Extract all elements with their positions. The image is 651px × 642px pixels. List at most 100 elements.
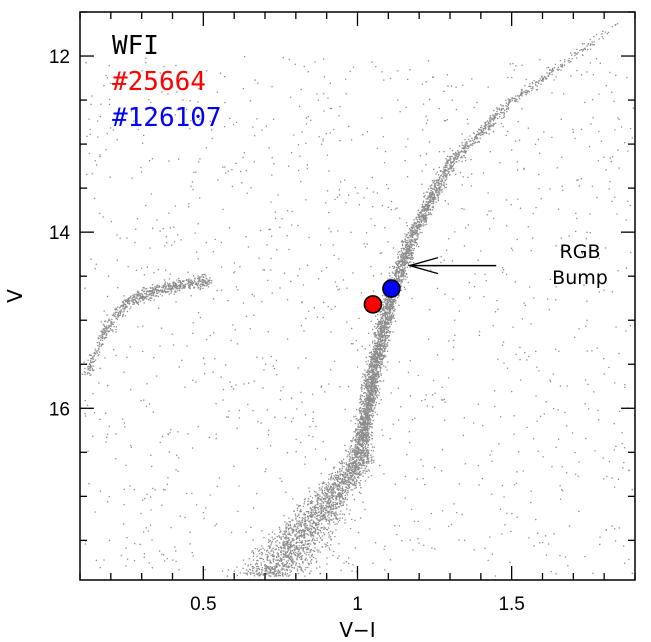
star-point (283, 559, 285, 561)
star-point (500, 104, 502, 106)
star-point (307, 510, 309, 513)
star-point (464, 150, 466, 152)
star-point (287, 546, 289, 548)
star-point (326, 518, 328, 520)
star-point (382, 357, 384, 359)
star-point (367, 446, 369, 448)
star-point (313, 542, 315, 544)
star-point (354, 466, 356, 469)
star-point (269, 570, 271, 572)
star-point (368, 401, 370, 403)
star-point (424, 213, 426, 215)
star-point (358, 428, 360, 431)
star-point (501, 105, 503, 107)
star-point (405, 252, 407, 254)
star-point (298, 550, 300, 552)
star-point (369, 436, 371, 439)
star-point (564, 61, 566, 63)
star-point (522, 92, 524, 94)
star-point (356, 467, 358, 469)
star-point (366, 363, 368, 365)
star-point (360, 439, 362, 441)
star-point (280, 546, 282, 548)
star-point (401, 253, 403, 255)
star-point (453, 158, 455, 161)
star-point (340, 481, 342, 483)
star-point (307, 504, 309, 506)
star-point (360, 397, 362, 399)
star-point (375, 360, 377, 362)
star-point (303, 535, 305, 537)
star-point (336, 497, 338, 499)
star-point (358, 477, 360, 479)
star-point (352, 462, 354, 465)
star-point (396, 278, 399, 280)
star-point (297, 565, 299, 568)
star-point (407, 252, 409, 254)
star-point (328, 536, 330, 538)
star-point (492, 118, 494, 120)
star-point (376, 347, 378, 350)
star-point (254, 548, 256, 550)
star-point (400, 289, 403, 291)
star-point (284, 569, 286, 571)
star-point (403, 260, 405, 262)
star-point (371, 407, 373, 409)
star-point (368, 452, 370, 454)
star-point (564, 59, 566, 61)
star-point (309, 502, 311, 504)
star-point (292, 544, 295, 546)
star-point (270, 550, 272, 552)
star-point (345, 482, 347, 485)
star-point (376, 323, 378, 325)
star-point (424, 221, 426, 223)
star-point (406, 261, 408, 263)
star-point (368, 402, 370, 404)
star-point (291, 549, 293, 552)
star-point (314, 507, 316, 509)
star-point (278, 563, 280, 565)
star-point (546, 77, 548, 80)
star-point (295, 545, 298, 547)
star-point (270, 562, 272, 564)
star-point (310, 554, 313, 556)
star-point (331, 519, 333, 521)
star-point (401, 261, 404, 263)
star-point (444, 172, 446, 175)
star-point (437, 194, 440, 196)
star-point (454, 158, 456, 160)
star-point (366, 436, 368, 438)
star-point (443, 168, 445, 170)
star-point (432, 188, 434, 190)
star-point (429, 212, 432, 214)
star-point (316, 515, 319, 517)
star-point (358, 444, 360, 446)
star-point (388, 336, 390, 338)
star-point (356, 452, 358, 454)
star-point (275, 544, 277, 546)
star-point (327, 510, 329, 513)
star-point (410, 239, 412, 241)
star-point (379, 380, 381, 382)
star-point (462, 148, 465, 150)
star-point (451, 161, 453, 163)
star-point (342, 475, 344, 477)
star-point (404, 276, 406, 278)
star-point (367, 410, 369, 412)
star-point (300, 569, 302, 571)
star-point (364, 414, 367, 416)
star-point (518, 95, 520, 97)
star-point (452, 165, 454, 167)
star-point (396, 279, 398, 281)
star-point (277, 574, 280, 577)
star-point (380, 380, 382, 382)
star-point (368, 392, 370, 395)
star-point (324, 487, 326, 489)
star-point (428, 205, 430, 207)
star-point (312, 506, 314, 508)
star-point (402, 256, 405, 258)
star-point (333, 495, 335, 497)
star-point (542, 77, 545, 79)
star-point (363, 413, 365, 415)
